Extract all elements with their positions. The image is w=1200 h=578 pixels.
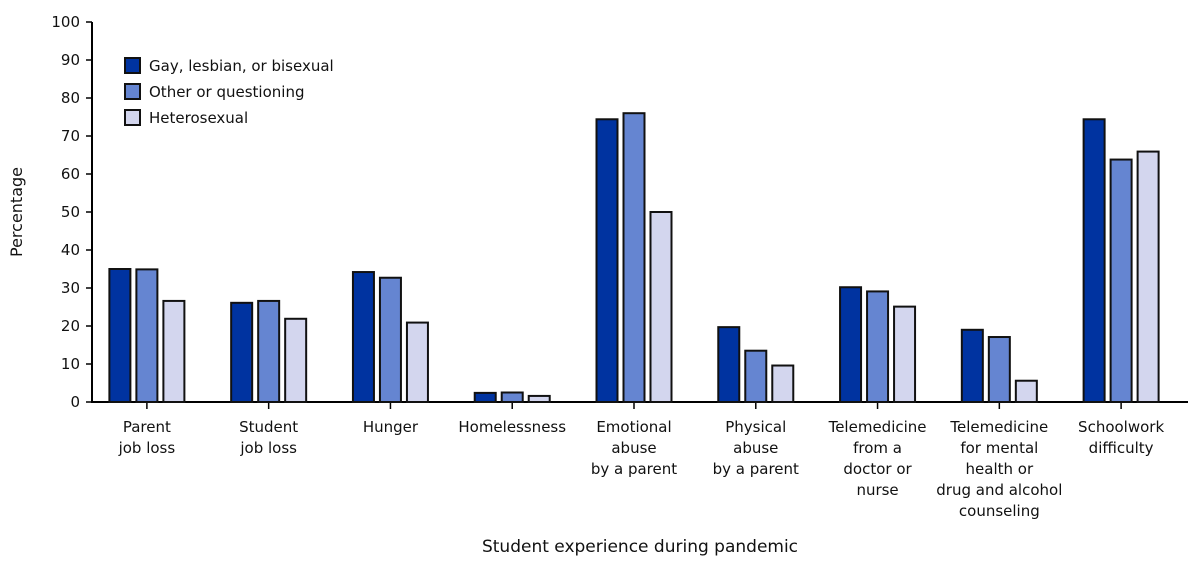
bar [717,326,741,404]
bar [1136,150,1160,403]
bar [744,349,768,404]
y-tick-label: 10 [61,355,80,373]
x-tick-label: Schoolwork [1078,418,1164,436]
bar [284,317,308,403]
y-tick-label: 50 [61,203,80,221]
x-tick-label: health or [966,460,1034,478]
bar [230,301,254,404]
bar [500,391,524,403]
bar [1014,379,1038,404]
y-tick-label: 70 [61,127,80,145]
x-tick-label: Parent [123,418,171,436]
legend-label: Heterosexual [149,109,248,127]
y-tick-label: 90 [61,51,80,69]
y-tick-label: 60 [61,165,80,183]
bar [108,268,132,403]
bar [527,394,551,404]
y-tick-label: 80 [61,89,80,107]
x-tick-label: job loss [118,439,176,457]
x-tick-label: counseling [959,502,1040,520]
x-tick-label: abuse [611,439,656,457]
bar [1082,118,1106,403]
x-tick-label: Student [239,418,298,436]
bar [595,118,619,403]
y-tick-label: 0 [70,393,80,411]
bar [351,271,375,404]
bar [987,336,1011,403]
bar [839,286,863,403]
y-tick-label: 20 [61,317,80,335]
legend-swatch [124,109,141,126]
x-axis-label: Student experience during pandemic [482,537,798,557]
x-tick-label: Emotional [596,418,671,436]
legend-swatch [124,83,141,100]
x-tick-label: Telemedicine [828,418,927,436]
x-tick-label: abuse [733,439,778,457]
bar [649,211,673,403]
y-tick-label: 30 [61,279,80,297]
x-tick-label: doctor or [843,460,912,478]
x-tick-label: by a parent [591,460,677,478]
x-tick-label: job loss [239,439,297,457]
x-tick-label: Hunger [363,418,419,436]
bar [1109,158,1133,403]
bar [257,299,281,404]
y-tick-label: 40 [61,241,80,259]
x-tick-label: drug and alcohol [936,481,1062,499]
legend-label: Other or questioning [149,83,304,101]
bar [162,299,186,404]
bar [893,305,917,403]
y-axis-label: Percentage [7,167,26,257]
x-tick-label: for mental [960,439,1038,457]
bar [771,364,795,403]
x-tick-label: by a parent [713,460,799,478]
x-tick-label: Homelessness [458,418,566,436]
bar [866,290,890,404]
legend-label: Gay, lesbian, or bisexual [149,57,334,75]
bar [378,276,402,403]
bar [405,321,429,403]
x-tick-label: Physical [725,418,786,436]
bar [473,391,497,404]
x-tick-label: nurse [856,481,898,499]
bar [622,112,646,403]
legend-swatch [124,57,141,74]
bar [960,328,984,403]
x-tick-label: Telemedicine [949,418,1048,436]
x-tick-label: difficulty [1089,439,1154,457]
x-tick-label: from a [853,439,902,457]
bar [135,268,159,403]
y-tick-label: 100 [51,13,80,31]
